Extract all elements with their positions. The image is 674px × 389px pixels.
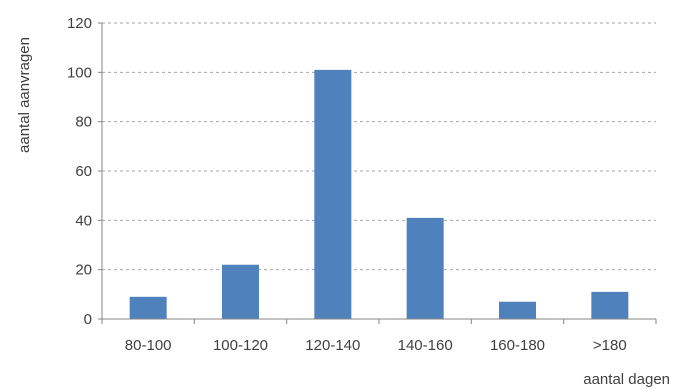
y-tick-label: 20 — [75, 262, 92, 279]
axes — [98, 22, 657, 324]
bar — [406, 217, 444, 319]
x-tick-label: 140-160 — [398, 337, 453, 354]
bars — [129, 69, 629, 319]
x-tick-label: 160-180 — [490, 337, 545, 354]
y-tick-label: 60 — [75, 163, 92, 180]
bar — [591, 291, 629, 319]
x-tick-label: 120-140 — [305, 337, 360, 354]
gridlines — [102, 22, 656, 271]
y-tick-labels: 0 20 40 60 80 100 120 — [67, 15, 92, 328]
y-axis-title: aantal aanvragen — [16, 37, 33, 153]
bar — [314, 69, 352, 319]
bar — [499, 301, 536, 319]
bar — [129, 296, 167, 319]
y-tick-label: 80 — [75, 114, 92, 131]
y-tick-label: 100 — [67, 64, 92, 81]
bar — [222, 264, 259, 319]
y-tick-label: 120 — [67, 15, 92, 32]
x-tick-label: >180 — [593, 337, 627, 354]
x-tick-labels: 80-100 100-120 120-140 140-160 160-180 >180 — [125, 337, 627, 354]
y-tick-label: 40 — [75, 212, 92, 229]
y-tick-label: 0 — [84, 311, 92, 328]
x-axis-title: aantal dagen — [583, 371, 670, 388]
x-tick-label: 100-120 — [213, 337, 268, 354]
x-tick-label: 80-100 — [125, 337, 172, 354]
